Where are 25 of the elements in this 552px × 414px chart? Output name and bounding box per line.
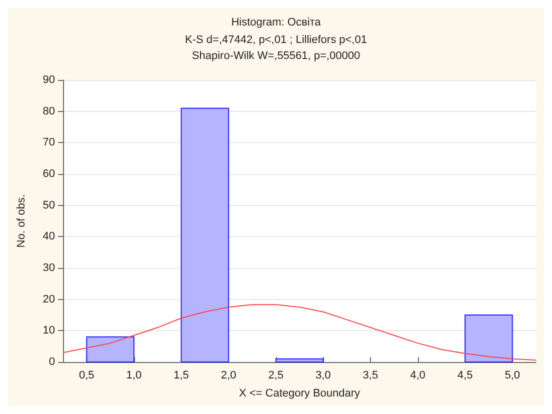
y-tick-label: 0 [48, 356, 55, 368]
x-tick-label: 2,5 [268, 370, 284, 382]
y-tick-label: 50 [42, 199, 55, 212]
y-tick-label: 70 [42, 136, 55, 149]
x-axis-title: X <= Category Boundary [238, 388, 361, 400]
y-tick-label: 90 [42, 74, 55, 86]
y-tick-label: 10 [42, 324, 55, 337]
x-tick-label: 4,0 [410, 370, 426, 382]
x-tick-label: 5,0 [504, 370, 520, 382]
chart-title: Histogram: Освіта [231, 16, 322, 28]
y-tick-label: 40 [42, 230, 55, 243]
y-axis-title: No. of obs. [16, 194, 28, 248]
y-tick-label: 60 [42, 168, 55, 180]
y-tick-label: 80 [42, 105, 55, 118]
x-tick-label: 1,0 [126, 370, 142, 382]
x-tick-label: 2,0 [220, 370, 236, 382]
chart-subtitle: K-S d=,47442, p<,01 ; Lilliefors p<,01 [185, 34, 367, 46]
x-tick-label: 3,5 [362, 370, 378, 382]
y-tick-label: 20 [42, 293, 55, 306]
x-tick-label: 3,0 [316, 370, 331, 382]
y-tick-label: 30 [42, 262, 55, 274]
x-tick-label: 1,5 [174, 370, 189, 382]
x-tick-label: 0,5 [79, 370, 94, 382]
x-tick-label: 4,5 [457, 370, 473, 382]
text: Shapiro-Wilk W=,55561, p=,00000 [192, 50, 360, 62]
